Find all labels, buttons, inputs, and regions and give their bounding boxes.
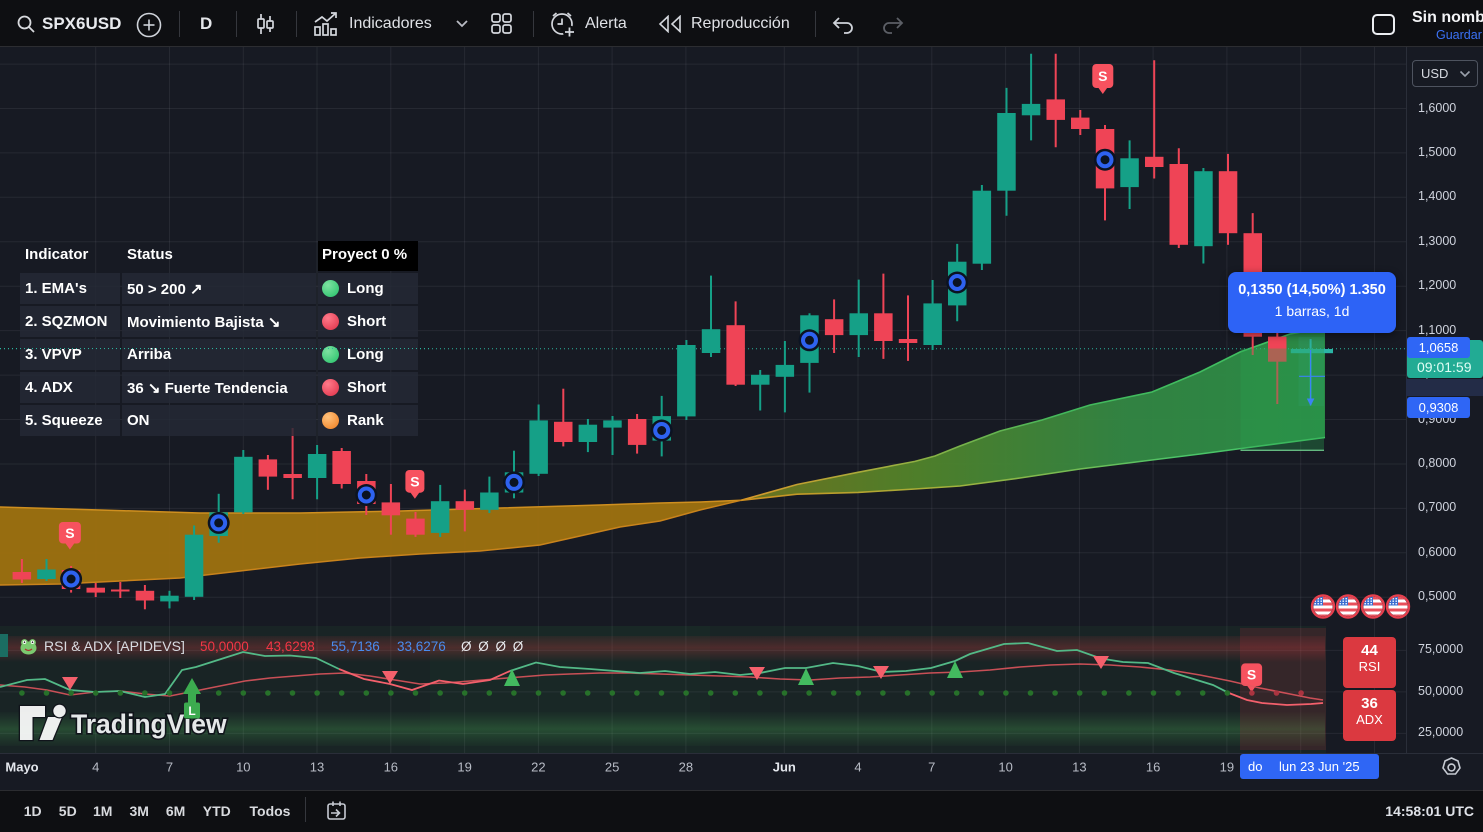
svg-text:S: S [65, 525, 74, 541]
svg-text:S: S [1247, 667, 1256, 683]
svg-text:S: S [1098, 68, 1107, 84]
svg-text:S: S [410, 473, 419, 489]
svg-text:TradingView: TradingView [71, 709, 227, 739]
svg-text:L: L [188, 704, 195, 718]
